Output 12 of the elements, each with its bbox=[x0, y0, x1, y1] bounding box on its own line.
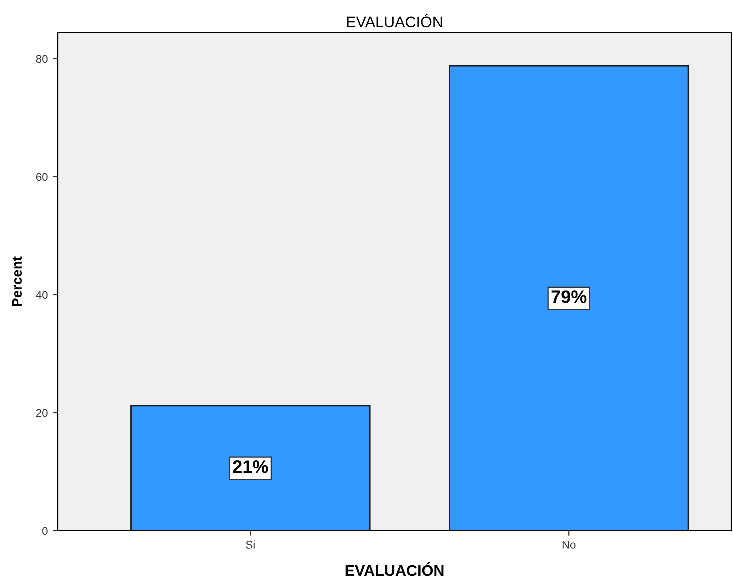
x-tick-label: No bbox=[562, 541, 576, 549]
x-axis-title: EVALUACIÓN bbox=[346, 562, 444, 576]
chart-title: EVALUACIÓN bbox=[347, 14, 442, 28]
y-axis-title: Percent bbox=[12, 256, 22, 307]
data-label: 21% bbox=[233, 460, 268, 474]
y-tick-label: 20 bbox=[36, 409, 48, 418]
y-tick-label: 80 bbox=[36, 55, 48, 64]
y-tick-label: 0 bbox=[42, 527, 48, 536]
x-tick-label: Si bbox=[246, 540, 255, 549]
data-label: 79% bbox=[552, 290, 587, 304]
y-tick-label: 60 bbox=[36, 173, 48, 182]
y-tick-label: 40 bbox=[36, 291, 48, 300]
